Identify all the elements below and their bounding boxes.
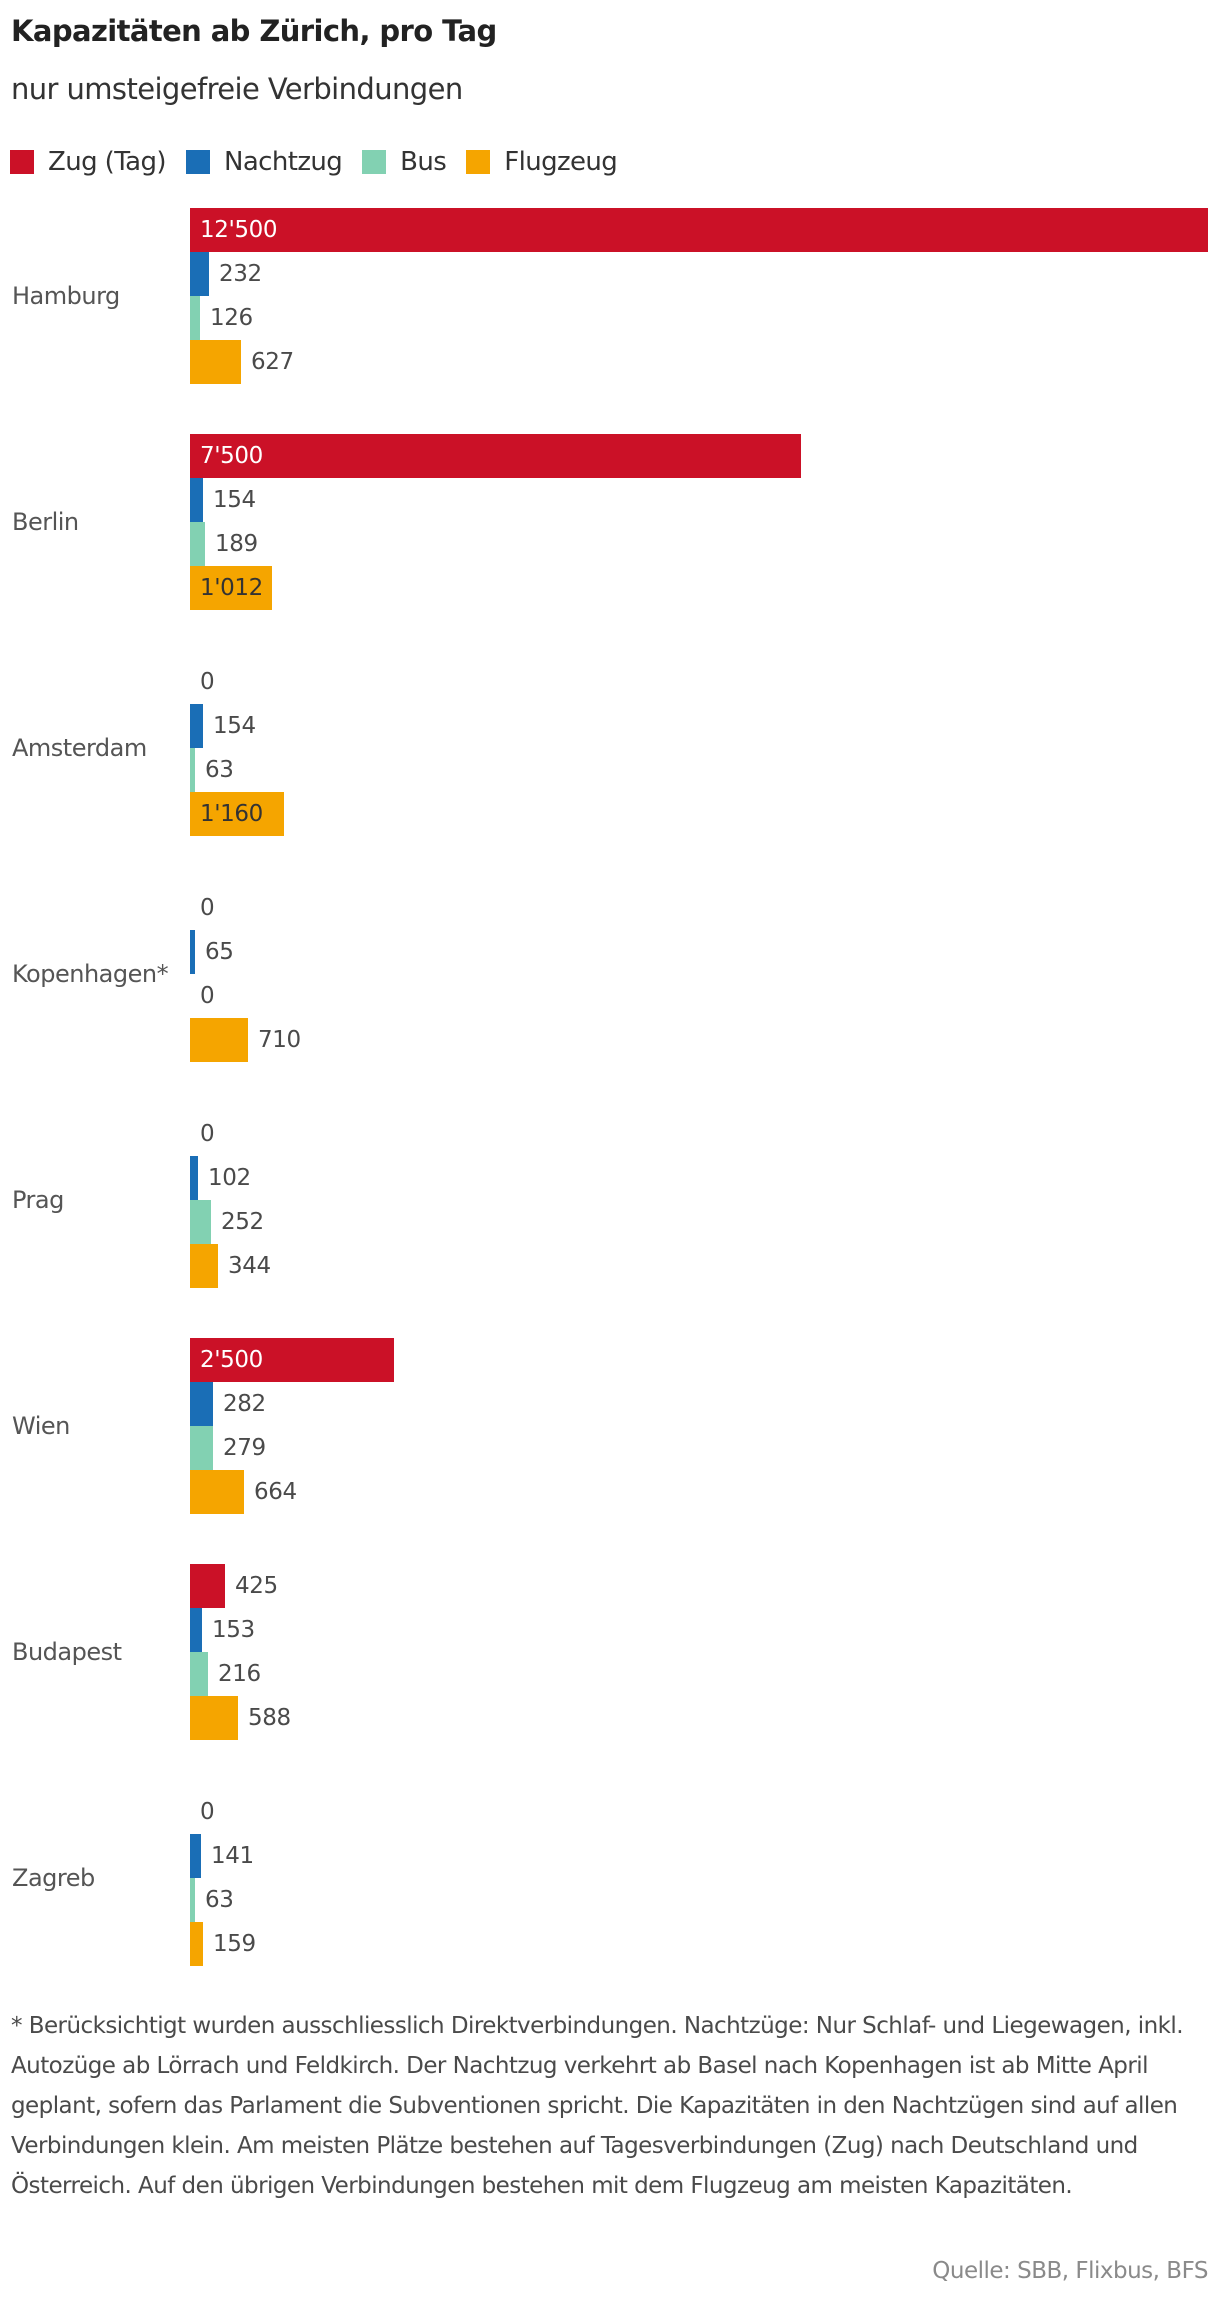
value-label: 282 xyxy=(223,1391,266,1417)
bar-flugzeug xyxy=(190,1470,244,1514)
legend-swatch-flugzeug xyxy=(466,150,491,174)
bar-zug-tag xyxy=(190,434,801,478)
value-label: 65 xyxy=(205,939,234,965)
value-label: 627 xyxy=(251,349,294,375)
chart-subtitle: nur umsteigefreie Verbindungen xyxy=(11,72,463,106)
category-label: Zagreb xyxy=(12,1864,95,1892)
bar-zug-tag xyxy=(190,1564,225,1608)
value-label: 0 xyxy=(200,983,215,1009)
legend-item-bus: Bus xyxy=(362,147,447,177)
value-label: 0 xyxy=(200,1121,215,1147)
bar-bus xyxy=(190,748,195,792)
value-label: 154 xyxy=(213,713,256,739)
bar-group: Kopenhagen* 0 65 0 710 xyxy=(0,886,1220,1062)
value-label: 425 xyxy=(235,1573,278,1599)
value-label: 588 xyxy=(248,1705,291,1731)
bar-group: Berlin 7'500 154 189 1'012 xyxy=(0,434,1220,610)
bar-nachtzug xyxy=(190,1156,198,1200)
legend-item-zug-tag: Zug (Tag) xyxy=(10,147,167,177)
bar-nachtzug xyxy=(190,1608,202,1652)
value-label: 12'500 xyxy=(200,217,278,243)
value-label: 0 xyxy=(200,895,215,921)
value-label: 102 xyxy=(208,1165,251,1191)
value-label: 0 xyxy=(200,1799,215,1825)
value-label: 159 xyxy=(213,1931,256,1957)
bar-flugzeug xyxy=(190,792,284,836)
category-label: Wien xyxy=(12,1412,70,1440)
chart-title: Kapazitäten ab Zürich, pro Tag xyxy=(11,14,497,48)
bar-nachtzug xyxy=(190,930,195,974)
bar-bus xyxy=(190,1878,195,1922)
value-label: 664 xyxy=(254,1479,297,1505)
bar-nachtzug xyxy=(190,478,203,522)
bar-group: Wien 2'500 282 279 664 xyxy=(0,1338,1220,1514)
category-label: Hamburg xyxy=(12,282,120,310)
value-label: 126 xyxy=(210,305,253,331)
value-label: 710 xyxy=(258,1027,301,1053)
value-label: 7'500 xyxy=(200,443,263,469)
legend-swatch-zug-tag xyxy=(10,150,34,174)
value-label: 0 xyxy=(200,669,215,695)
legend-item-flugzeug: Flugzeug xyxy=(466,147,618,177)
bar-bus xyxy=(190,296,200,340)
category-label: Amsterdam xyxy=(12,734,147,762)
legend-item-nachtzug: Nachtzug xyxy=(185,147,343,177)
bar-flugzeug xyxy=(190,1244,218,1288)
bar-bus xyxy=(190,1426,213,1470)
bar-group: Hamburg 12'500 232 126 627 xyxy=(0,208,1220,384)
legend-label: Bus xyxy=(400,147,447,177)
legend-swatch-bus xyxy=(362,150,387,174)
value-label: 216 xyxy=(218,1661,261,1687)
legend-swatch-nachtzug xyxy=(185,150,210,174)
bar-flugzeug xyxy=(190,1922,203,1966)
bar-flugzeug xyxy=(190,1696,238,1740)
value-label: 344 xyxy=(228,1253,271,1279)
category-label: Berlin xyxy=(12,508,79,536)
source-note: Quelle: SBB, Flixbus, BFS xyxy=(932,2258,1208,2284)
bar-group: Amsterdam 0 154 63 1'160 xyxy=(0,660,1220,836)
value-label: 63 xyxy=(205,757,234,783)
bar-nachtzug xyxy=(190,1382,213,1426)
bar-group: Prag 0 102 252 344 xyxy=(0,1112,1220,1288)
value-label: 279 xyxy=(223,1435,266,1461)
bar-nachtzug xyxy=(190,704,203,748)
footnote: * Berücksichtigt wurden ausschliesslich … xyxy=(11,2013,1184,2199)
bar-flugzeug xyxy=(190,1018,248,1062)
category-label: Prag xyxy=(12,1186,64,1214)
value-label: 1'012 xyxy=(200,575,263,601)
legend-label: Zug (Tag) xyxy=(48,147,167,177)
category-label: Budapest xyxy=(12,1638,122,1666)
bar-group: Zagreb 0 141 63 159 xyxy=(0,1790,1220,1966)
value-label: 63 xyxy=(205,1887,234,1913)
value-label: 232 xyxy=(219,261,262,287)
value-label: 252 xyxy=(221,1209,264,1235)
category-label: Kopenhagen* xyxy=(12,960,169,988)
bar-group: Budapest 425 153 216 588 xyxy=(0,1564,1220,1740)
legend-label: Flugzeug xyxy=(504,147,618,177)
legend: Zug (Tag) Nachtzug Bus Flugzeug xyxy=(10,143,637,181)
value-label: 153 xyxy=(212,1617,255,1643)
bar-bus xyxy=(190,522,205,566)
bar-nachtzug xyxy=(190,1834,201,1878)
value-label: 2'500 xyxy=(200,1347,263,1373)
bar-bus xyxy=(190,1652,208,1696)
bar-nachtzug xyxy=(190,252,209,296)
bar-zug-tag xyxy=(190,208,1208,252)
bar-flugzeug xyxy=(190,566,272,610)
value-label: 189 xyxy=(215,531,258,557)
bar-flugzeug xyxy=(190,340,241,384)
value-label: 1'160 xyxy=(200,801,263,827)
bar-zug-tag xyxy=(190,1338,394,1382)
value-label: 141 xyxy=(211,1843,254,1869)
legend-label: Nachtzug xyxy=(223,147,343,177)
bar-bus xyxy=(190,1200,211,1244)
value-label: 154 xyxy=(213,487,256,513)
